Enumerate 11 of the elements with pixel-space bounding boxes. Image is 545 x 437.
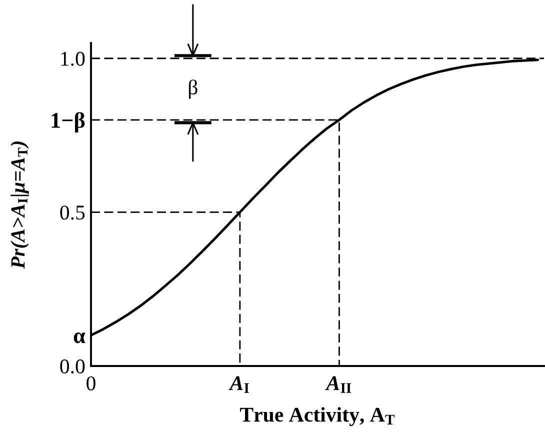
x-tick-label: 0: [86, 376, 96, 390]
y-tick-label: α: [74, 332, 86, 344]
y-tick-label: 1−β: [52, 112, 85, 132]
annotation: β: [188, 80, 198, 99]
x-tick-label: A$_{I}$: [228, 376, 249, 393]
y-axis-title: Pr(A>A$_{I}$|μ=A$_{T}$): [10, 142, 29, 269]
x-axis-title: True Activity, A$_{T}$: [240, 407, 395, 426]
y-tick-label: 0.0: [60, 359, 85, 374]
y-tick-label: 1.0: [61, 52, 85, 66]
y-tick-label: 0.5: [60, 206, 85, 220]
x-tick-label: A$_{II}$: [325, 376, 352, 393]
